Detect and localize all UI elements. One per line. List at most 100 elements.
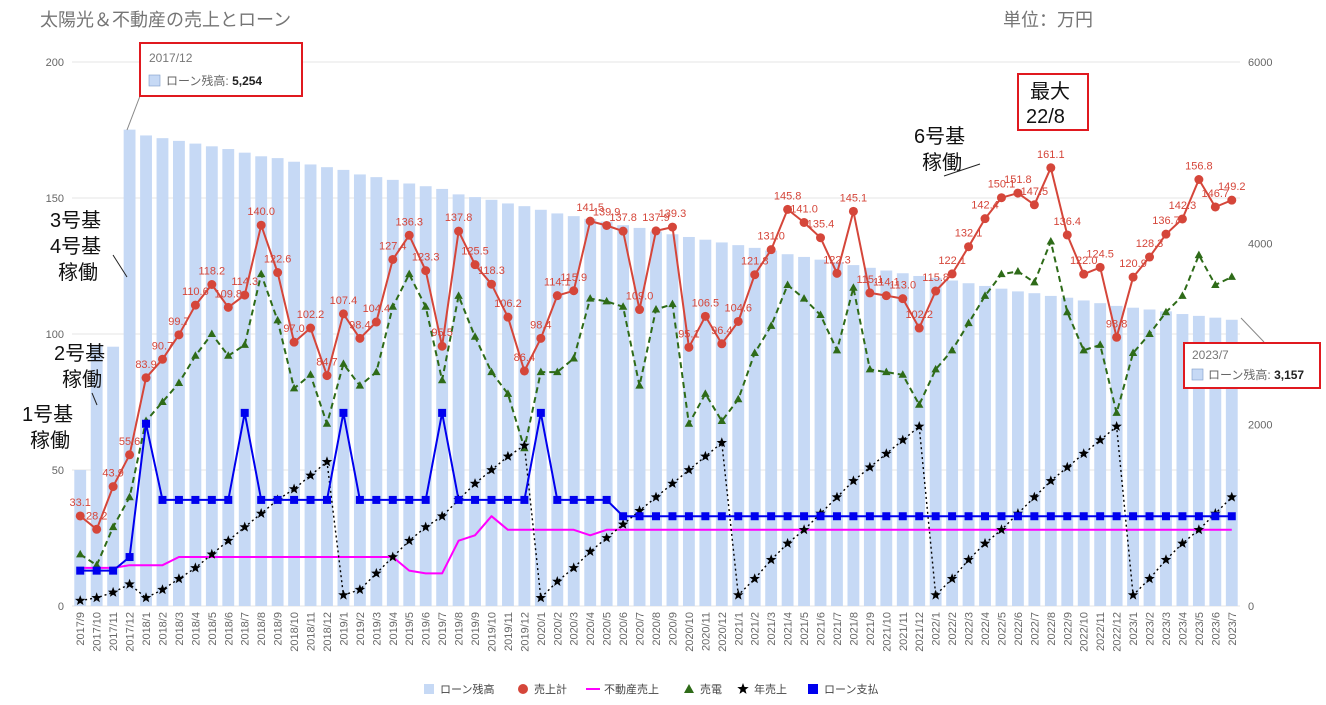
bar-2019/5	[403, 183, 416, 606]
marker-年売上-2022/1	[930, 589, 941, 600]
marker-売電-2022/12	[1112, 408, 1121, 416]
x-tick-2023/3: 2023/3	[1161, 612, 1173, 646]
marker-売上計-2018/5	[207, 279, 217, 289]
label-sales-2018/1: 83.9	[135, 359, 156, 371]
label-sales-2023/5: 156.8	[1185, 161, 1213, 173]
marker-年売上-2021/9	[864, 461, 876, 472]
legend-label-売電: 売電	[700, 683, 722, 696]
label-sales-2018/5: 118.2	[198, 265, 225, 277]
marker-売上計-2020/8	[651, 226, 661, 236]
marker-売上計-2019/3	[371, 317, 381, 327]
anno-unit34-line3: 稼働	[58, 261, 98, 284]
marker-売電-2019/11	[503, 389, 513, 397]
left-tick-200: 200	[46, 57, 64, 69]
max-line2: 22/8	[1026, 106, 1065, 128]
bar-2022/2	[946, 280, 959, 606]
marker-売上計-2023/1	[1128, 272, 1138, 282]
marker-ローン支払-2020/8	[652, 512, 660, 521]
label-sales-2022/7: 147.5	[1021, 186, 1049, 198]
marker-ローン支払-2023/2	[1145, 512, 1154, 521]
marker-ローン支払-2017/9	[76, 566, 85, 575]
x-tick-2020/12: 2020/12	[717, 612, 729, 652]
legend-swatch-ローン残高	[424, 684, 434, 694]
label-sales-2017/12: 55.6	[119, 436, 140, 448]
tooltip-2017-12-date: 2017/12	[149, 51, 193, 65]
bar-2019/8	[452, 194, 465, 606]
marker-売電-2019/10	[487, 367, 496, 376]
anno-unit6-line1: 6号基	[914, 125, 965, 148]
x-tick-2020/6: 2020/6	[618, 612, 630, 646]
bar-2021/9	[863, 267, 876, 606]
marker-売電-2021/4	[783, 280, 792, 289]
marker-ローン支払-2018/4	[191, 495, 200, 504]
marker-年売上-2020/9	[667, 478, 678, 488]
anno-unit6-line2: 稼働	[922, 151, 962, 174]
chart-title: 太陽光＆不動産の売上とローン	[40, 10, 291, 30]
marker-売上計-2022/2	[947, 269, 957, 279]
marker-売電-2023/1	[1128, 348, 1138, 357]
marker-売上計-2017/9	[75, 511, 85, 521]
label-sales-2022/12: 98.8	[1106, 318, 1127, 330]
marker-ローン支払-2018/6	[224, 495, 233, 504]
x-tick-2021/3: 2021/3	[766, 612, 778, 646]
x-tick-2022/4: 2022/4	[980, 612, 992, 646]
bar-2022/8	[1044, 295, 1057, 606]
marker-年売上-2018/5	[206, 548, 218, 559]
marker-売上計-2021/2	[750, 270, 760, 280]
marker-売上計-2018/4	[190, 300, 200, 310]
marker-ローン支払-2018/1	[142, 419, 151, 428]
x-tick-2018/10: 2018/10	[289, 612, 301, 652]
marker-ローン支払-2021/12	[915, 512, 924, 521]
marker-年売上-2018/2	[157, 584, 168, 595]
tooltip-2023-7-box	[1183, 342, 1321, 389]
label-sales-2018/7: 114.3	[231, 276, 258, 288]
marker-売上計-2020/11	[700, 311, 710, 321]
marker-売電-2020/3	[569, 353, 578, 362]
marker-ローン支払-2021/8	[849, 512, 858, 521]
marker-売電-2021/2	[750, 348, 759, 357]
tooltip-2023-7: 2023/7 ローン残高: 3,157	[1183, 317, 1321, 389]
marker-売電-2021/6	[816, 310, 825, 318]
bar-2017/9	[74, 470, 87, 606]
label-sales-2021/7: 122.3	[823, 254, 851, 266]
x-tick-2021/7: 2021/7	[832, 612, 844, 646]
marker-売電-2022/11	[1095, 340, 1105, 348]
marker-年売上-2020/7	[634, 505, 645, 516]
marker-年売上-2019/10	[486, 464, 497, 475]
bar-2021/12	[913, 275, 926, 606]
marker-売電-2019/3	[372, 367, 381, 376]
marker-売上計-2020/2	[552, 291, 562, 301]
marker-売電-2021/11	[898, 370, 907, 378]
marker-年売上-2019/2	[354, 584, 366, 595]
bar-2023/6	[1209, 317, 1222, 606]
marker-年売上-2018/8	[256, 508, 267, 518]
label-sales-2020/2: 114.1	[544, 277, 571, 289]
bar-2020/1	[534, 209, 547, 606]
right-tick-6000: 6000	[1248, 57, 1272, 69]
marker-年売上-2022/4	[979, 537, 991, 548]
marker-年売上-2022/8	[1045, 475, 1056, 486]
marker-売電-2020/7	[635, 381, 644, 389]
marker-年売上-2018/6	[223, 535, 234, 546]
bar-2019/4	[386, 179, 399, 606]
label-sales-2019/8: 137.8	[445, 212, 473, 224]
marker-ローン支払-2017/11	[109, 566, 118, 575]
marker-売電-2019/6	[421, 302, 430, 310]
x-tick-2019/11: 2019/11	[503, 612, 515, 651]
x-tick-2019/1: 2019/1	[338, 612, 350, 646]
marker-ローン支払-2019/2	[355, 495, 364, 504]
marker-売電-2017/11	[108, 522, 118, 531]
marker-売上計-2022/3	[964, 242, 974, 252]
anno-unit34-leader	[112, 254, 128, 278]
label-sales-2023/4: 142.3	[1169, 200, 1197, 212]
bar-2019/12	[518, 206, 531, 606]
label-sales-2022/8: 161.1	[1037, 149, 1065, 161]
legend-label-年売上: 年売上	[754, 682, 787, 696]
left-tick-0: 0	[58, 601, 64, 613]
marker-売上計-2020/6	[618, 226, 628, 236]
marker-ローン支払-2022/6	[1013, 512, 1022, 521]
marker-ローン支払-2022/5	[997, 512, 1006, 521]
marker-ローン支払-2018/5	[207, 495, 216, 504]
